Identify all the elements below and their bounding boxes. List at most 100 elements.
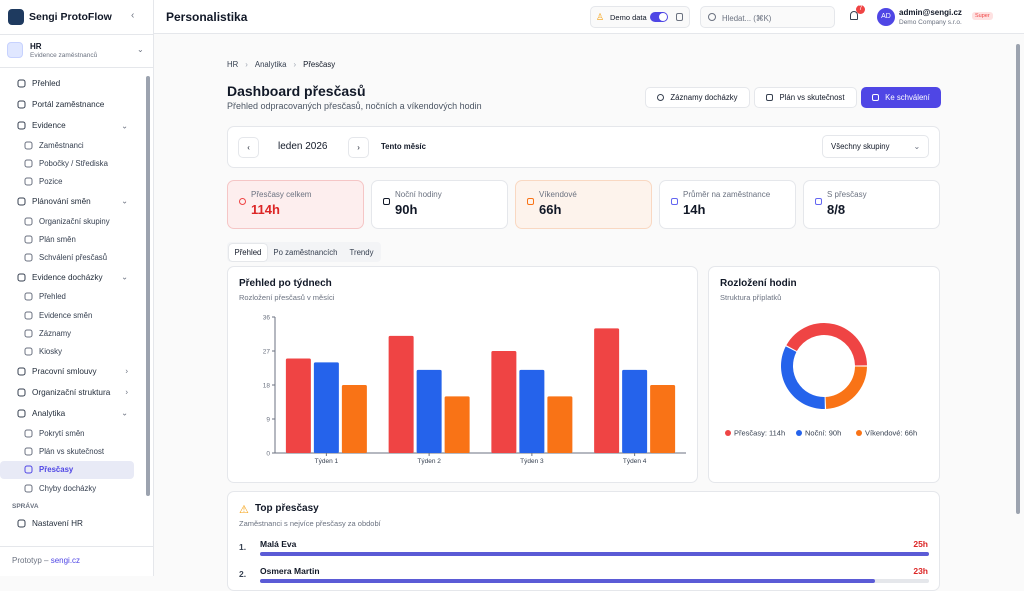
nav-subitem[interactable]: Přesčasy xyxy=(0,460,134,479)
nav-subitem[interactable]: Chyby docházky xyxy=(0,479,146,497)
nav-subitem[interactable]: Plán vs skutečnost xyxy=(0,442,146,460)
nav-subitem[interactable]: Organizační skupiny xyxy=(0,212,146,230)
nav-subitem[interactable]: Pozice xyxy=(0,173,146,191)
icon-shape xyxy=(24,292,33,301)
pie-segment xyxy=(825,366,867,409)
nav-subitem[interactable]: Přehled xyxy=(0,288,146,306)
nav-label: Schválení přesčasů xyxy=(39,253,108,263)
icon xyxy=(24,465,33,474)
action-button[interactable]: Záznamy docházky xyxy=(645,87,750,108)
x-tick-label: Týden 3 xyxy=(520,458,544,465)
notification-badge: 7 xyxy=(856,5,865,14)
sidebar-scrollbar xyxy=(146,76,150,496)
icon xyxy=(17,197,26,206)
bar-subtitle: Rozložení přesčasů v měsíci xyxy=(239,293,335,302)
nav-item[interactable]: Nastavení HR xyxy=(0,513,146,534)
filter-bar: ‹ leden 2026 › Tento měsíc Všechny skupi… xyxy=(227,126,940,168)
avatar[interactable]: AD xyxy=(877,8,895,26)
rank: 1. xyxy=(239,542,247,552)
bar-chart: 0 9 18 27 36 Týden 1 Týden 2 Týden 3 Týden 4 xyxy=(263,315,686,465)
sidebar: Sengi ProtoFlow ‹ HR Evidence zaměstnanc… xyxy=(0,0,154,576)
icon-shape xyxy=(17,388,26,397)
collapse-button[interactable]: ‹ xyxy=(131,10,135,21)
nav-item[interactable]: Portál zaměstnance xyxy=(0,94,146,115)
month: leden 2026 xyxy=(278,141,328,152)
legend-swatch xyxy=(796,430,802,436)
search[interactable]: Hledat... (⌘K) xyxy=(700,6,835,28)
nav-section: SPRÁVA xyxy=(12,503,39,511)
nav-label: Nastavení HR xyxy=(32,519,83,529)
icon-shape xyxy=(24,347,33,356)
bar xyxy=(622,369,648,453)
bar xyxy=(313,362,339,453)
nav-item[interactable]: Pracovní smlouvy › xyxy=(0,361,146,382)
nav-subitem[interactable]: Pobočky / Střediska xyxy=(0,154,146,172)
stat-value: 90h xyxy=(395,202,418,217)
nav-item[interactable]: Evidence ⌄ xyxy=(0,115,146,136)
nav-item[interactable]: Analytika ⌄ xyxy=(0,403,146,424)
stat-label: S přesčasy xyxy=(827,190,867,199)
bell[interactable] xyxy=(850,11,858,20)
nav-item[interactable]: Plánování směn ⌄ xyxy=(0,191,146,212)
icon-shape xyxy=(17,519,26,528)
dashboard-subtitle: Přehled odpracovaných přesčasů, nočních … xyxy=(227,101,482,111)
demo-toggle[interactable]: ♙ Demo data xyxy=(590,6,690,28)
icon-shape xyxy=(24,253,33,262)
bar-title: Přehled po týdnech xyxy=(239,278,332,289)
prev-month[interactable]: ‹ xyxy=(238,137,259,158)
progress-bar xyxy=(260,579,876,583)
icon-shape xyxy=(17,409,26,418)
nav-subitem[interactable]: Pokrytí směn xyxy=(0,424,146,442)
stat-text: Víkendové 66h xyxy=(539,190,577,217)
bar xyxy=(547,396,573,453)
stat-text: Přesčasy celkem 114h xyxy=(251,190,311,217)
nav-subitem[interactable]: Schválení přesčasů xyxy=(0,248,146,266)
breadcrumb-item[interactable]: HR xyxy=(227,60,239,69)
tab[interactable]: Trendy xyxy=(349,247,374,257)
icon-shape xyxy=(24,484,33,492)
bar xyxy=(341,385,367,453)
nav-label: Záznamy xyxy=(39,329,72,339)
preset[interactable]: Tento měsíc xyxy=(381,142,426,151)
icon-shape xyxy=(24,329,33,338)
stat-icon xyxy=(383,198,390,205)
nav-item[interactable]: Evidence docházky ⌄ xyxy=(0,267,146,288)
switch[interactable] xyxy=(650,12,668,22)
nav-subitem[interactable]: Kiosky xyxy=(0,343,146,361)
icon-shape xyxy=(24,447,33,456)
legend-swatch xyxy=(856,430,862,436)
nav-item[interactable]: Přehled xyxy=(0,73,146,94)
footer-link[interactable]: sengi.cz xyxy=(50,556,81,565)
nav-subitem[interactable]: Evidence směn xyxy=(0,306,146,324)
button-label: Plán vs skutečnost xyxy=(779,93,845,102)
breadcrumb-item[interactable]: Analytika xyxy=(254,60,287,69)
nav-subitem[interactable]: Plán směn xyxy=(0,230,146,248)
nav-subitem[interactable]: Záznamy xyxy=(0,324,146,342)
role-badge: Super xyxy=(972,12,993,20)
icon-shape xyxy=(24,235,33,244)
icon xyxy=(17,519,26,528)
icon xyxy=(24,329,33,338)
tab[interactable]: Po zaměstnancích xyxy=(273,247,338,257)
main: Personalistika ♙ Demo data Hledat... (⌘K… xyxy=(154,0,1024,591)
breadcrumb-separator: › xyxy=(293,60,297,69)
button-label: Záznamy docházky xyxy=(670,93,738,102)
progress-track xyxy=(260,579,929,583)
x-tick-label: Týden 1 xyxy=(315,458,339,465)
stat-value: 8/8 xyxy=(827,202,846,217)
next-month[interactable]: › xyxy=(348,137,369,158)
group-select[interactable]: Všechny skupiny ⌄ xyxy=(822,135,929,158)
icon-shape xyxy=(17,367,26,376)
action-button[interactable]: Plán vs skutečnost xyxy=(754,87,857,108)
nav-chevron: ⌄ xyxy=(121,272,128,282)
nav-label: Pokrytí směn xyxy=(39,428,85,438)
bar-card: Přehled po týdnech Rozložení přesčasů v … xyxy=(227,266,698,483)
tab[interactable]: Přehled xyxy=(228,243,268,261)
nav-item[interactable]: Organizační struktura › xyxy=(0,382,146,403)
action-button[interactable]: Ke schválení xyxy=(861,87,941,108)
nav-subitem[interactable]: Zaměstnanci xyxy=(0,136,146,154)
icon xyxy=(24,217,33,226)
icon xyxy=(24,447,33,456)
nav-label: Analytika xyxy=(32,408,66,418)
module-switch[interactable]: HR Evidence zaměstnanců ⌄ xyxy=(0,34,153,68)
